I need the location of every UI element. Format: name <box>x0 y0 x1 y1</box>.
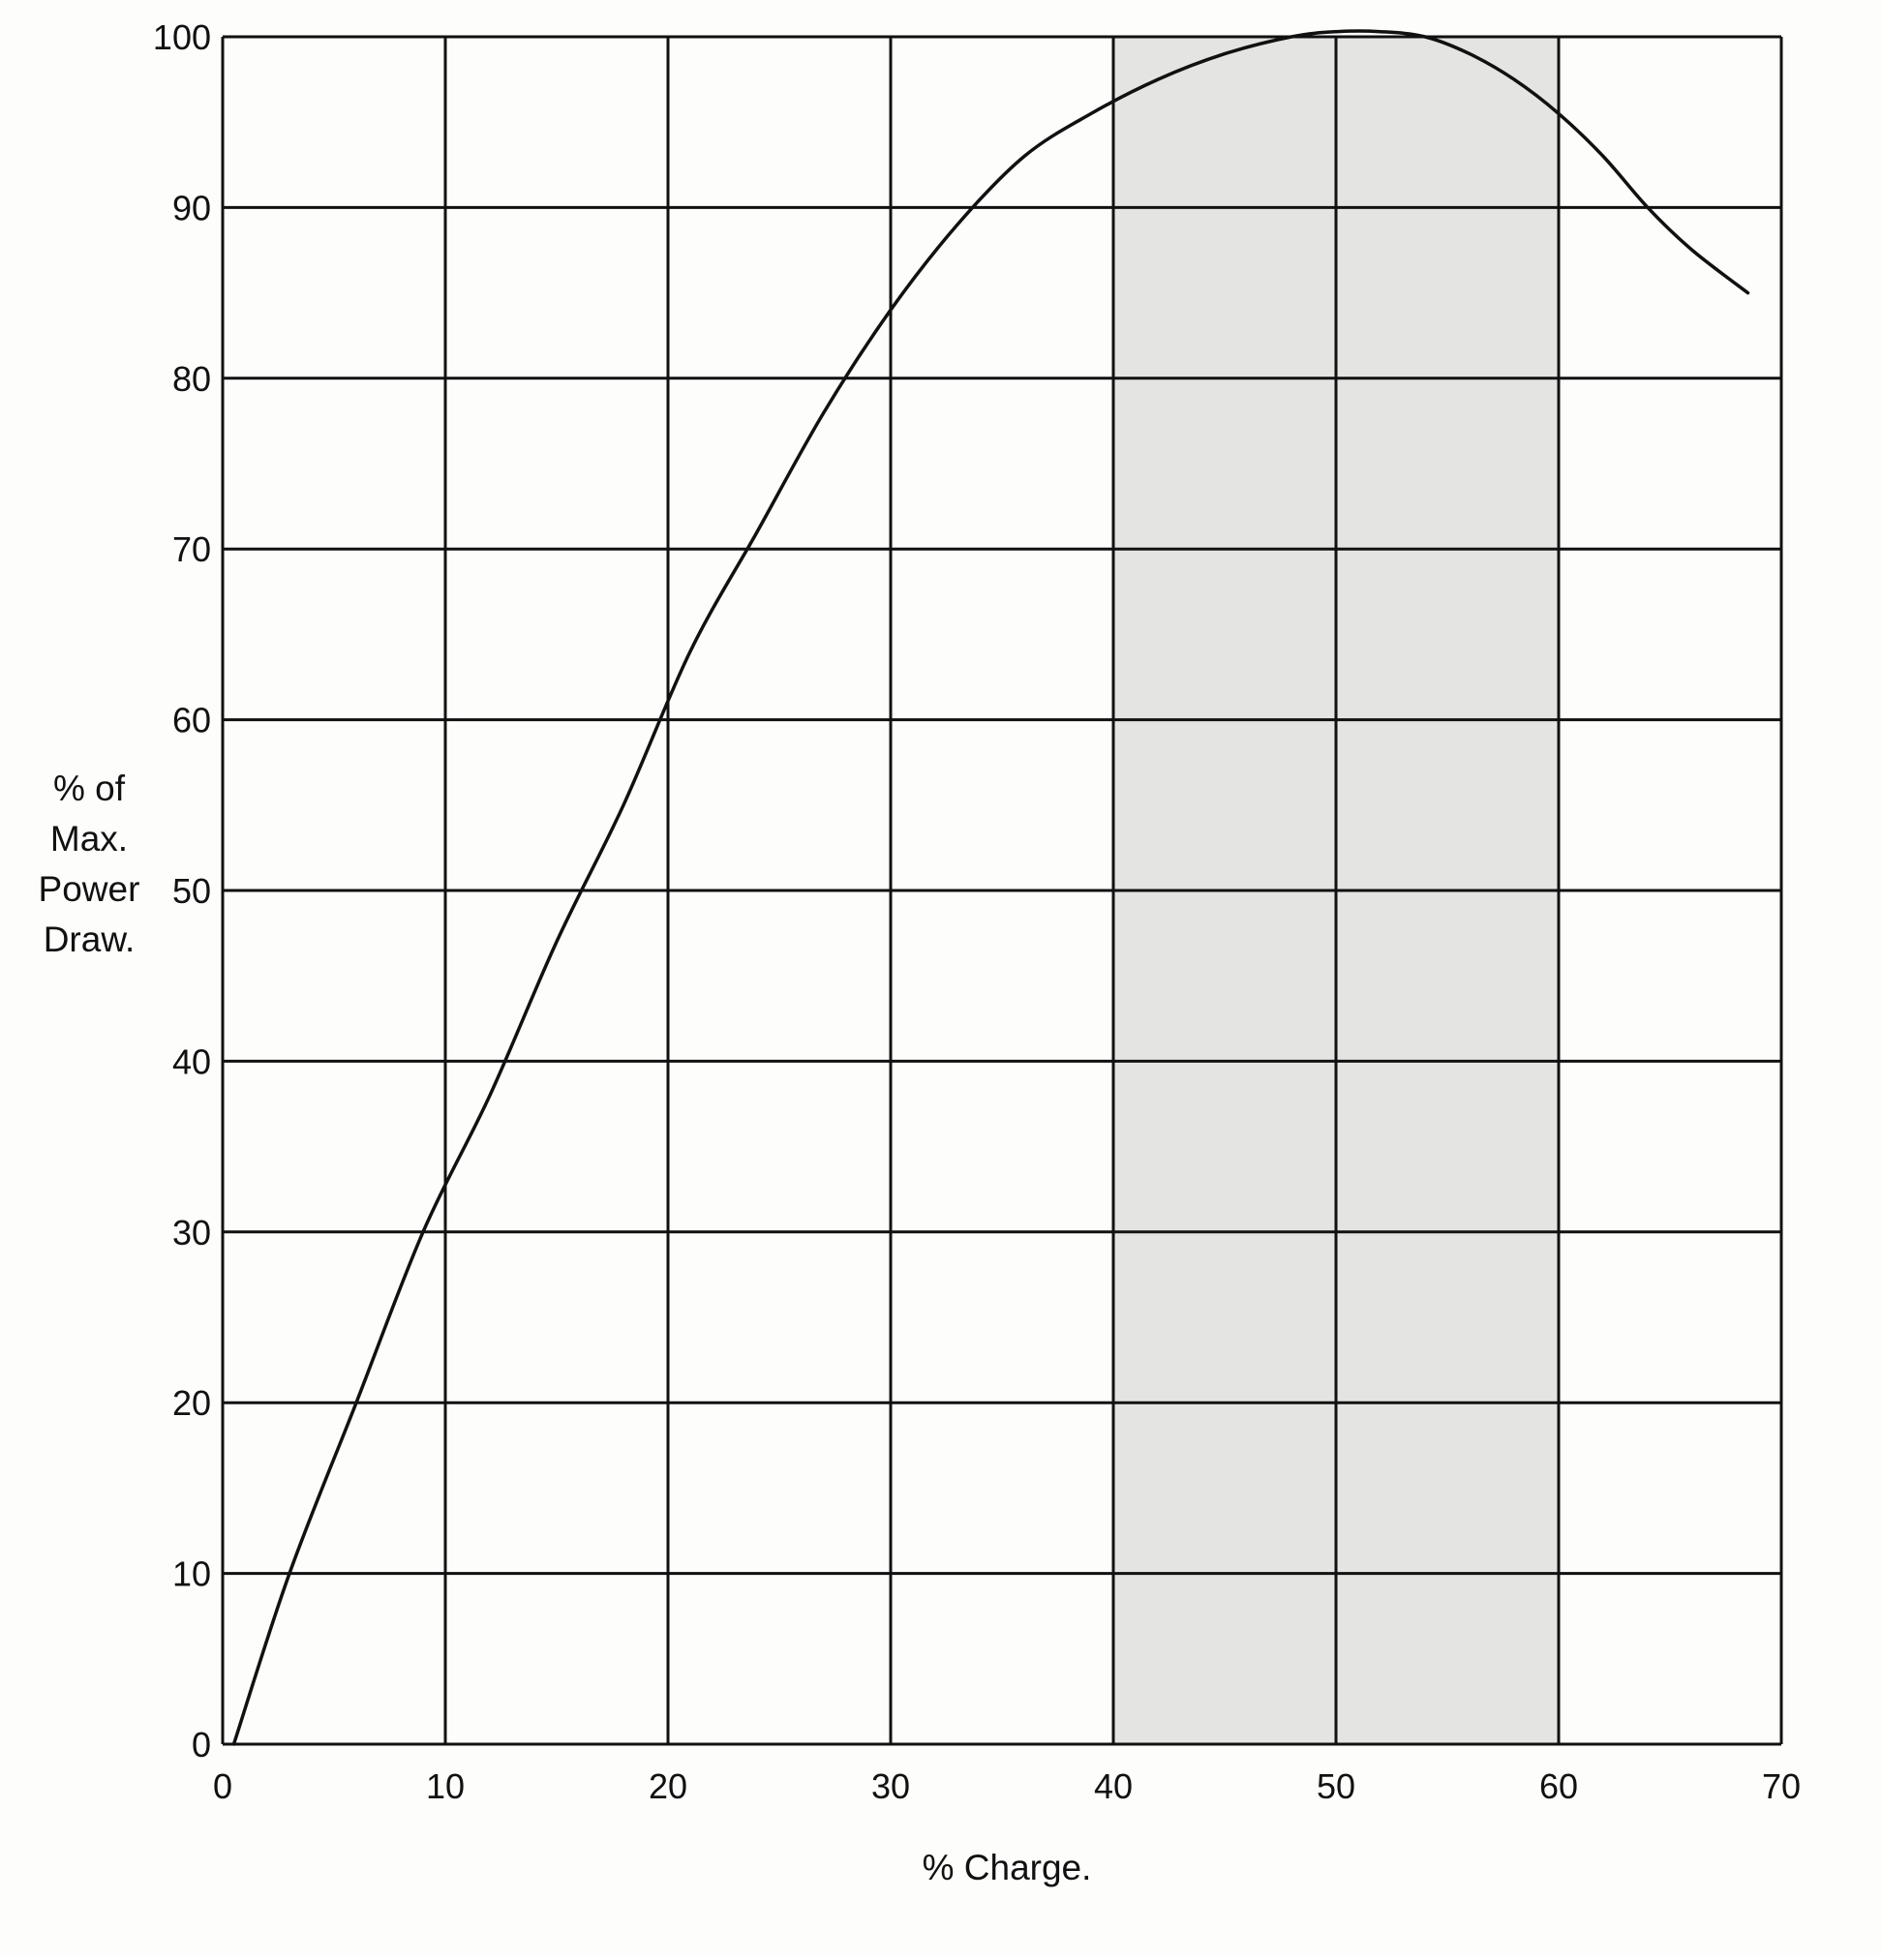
y-tick-label-10: 10 <box>172 1554 211 1594</box>
series-layer <box>231 29 1750 1746</box>
y-axis-title-line: Draw. <box>44 920 136 959</box>
x-axis-title: % Charge. <box>923 1848 1092 1887</box>
tick-label-layer: 0 10 20 30 40 50 60 70 0 10 20 30 40 50 60 70 80 90 100 <box>153 17 1801 1806</box>
y-tick-label-60: 60 <box>172 701 211 740</box>
y-tick-label-80: 80 <box>172 359 211 399</box>
series-line <box>231 29 1750 1746</box>
y-axis-title-line: % of <box>53 769 126 808</box>
x-tick-label-20: 20 <box>649 1766 687 1806</box>
y-tick-label-90: 90 <box>172 188 211 227</box>
y-tick-label-40: 40 <box>172 1041 211 1081</box>
x-tick-label-60: 60 <box>1539 1766 1578 1806</box>
y-tick-label-100: 100 <box>153 17 211 57</box>
y-tick-label-70: 70 <box>172 529 211 569</box>
x-tick-label-40: 40 <box>1094 1766 1133 1806</box>
x-tick-label-30: 30 <box>871 1766 910 1806</box>
y-axis-title-line: Power <box>39 869 140 909</box>
x-tick-label-10: 10 <box>426 1766 465 1806</box>
y-tick-label-20: 20 <box>172 1383 211 1423</box>
x-tick-label-50: 50 <box>1317 1766 1355 1806</box>
y-tick-label-50: 50 <box>172 871 211 911</box>
y-axis-title: % of Max. Power Draw. <box>39 769 140 959</box>
y-tick-label-0: 0 <box>192 1725 211 1764</box>
y-tick-label-30: 30 <box>172 1213 211 1252</box>
y-axis-title-line: Max. <box>50 819 128 859</box>
grid-layer <box>221 35 1783 1746</box>
x-tick-label-70: 70 <box>1762 1766 1801 1806</box>
x-tick-label-0: 0 <box>213 1766 232 1806</box>
